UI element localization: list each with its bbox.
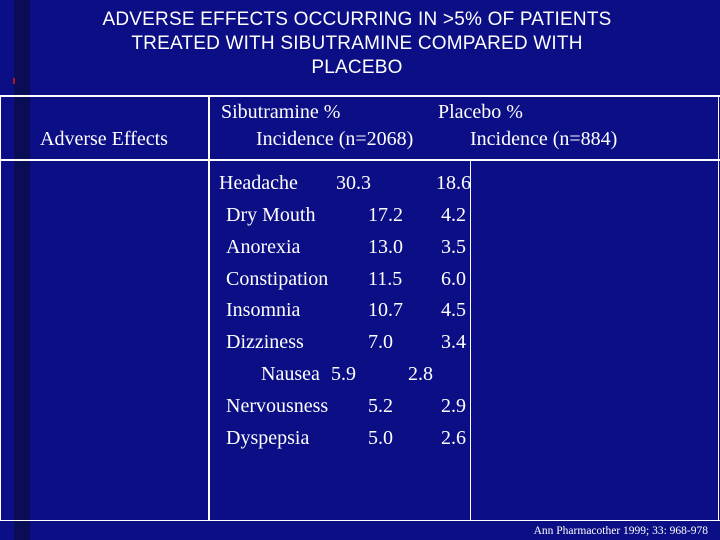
table-row: Dry Mouth 17.2 4.2 bbox=[0, 203, 720, 227]
placebo-cell: 3.4 bbox=[441, 331, 466, 353]
table-row: Insomnia 10.7 4.5 bbox=[0, 298, 720, 322]
sibutramine-cell: 5.0 bbox=[368, 427, 393, 449]
table-bottom-rule bbox=[0, 520, 720, 521]
sibutramine-cell: 5.9 bbox=[331, 363, 356, 385]
sibutramine-cell: 10.7 bbox=[368, 299, 403, 321]
effect-cell: Constipation bbox=[226, 268, 329, 290]
sibutramine-cell: 11.5 bbox=[368, 268, 403, 290]
header-sibutramine-line-1: Sibutramine % bbox=[221, 101, 341, 123]
effect-cell: Anorexia bbox=[226, 236, 301, 258]
header-placebo-line-1: Placebo % bbox=[438, 101, 523, 123]
slide-title: ADVERSE EFFECTS OCCURRING IN >5% OF PATI… bbox=[22, 8, 692, 80]
placebo-cell: 18.6 bbox=[436, 172, 471, 194]
table-row: Nausea 5.9 2.8 bbox=[0, 362, 720, 386]
table-inner-rule bbox=[470, 160, 471, 521]
placebo-cell: 4.5 bbox=[441, 299, 466, 321]
effect-cell: Dyspepsia bbox=[226, 427, 310, 449]
effect-cell: Insomnia bbox=[226, 299, 301, 321]
left-accent-tick bbox=[13, 78, 15, 84]
placebo-cell: 2.8 bbox=[408, 363, 433, 385]
table-row: Constipation 11.5 6.0 bbox=[0, 267, 720, 291]
table-left-rule bbox=[0, 95, 1, 521]
table-row: Dyspepsia 5.0 2.6 bbox=[0, 426, 720, 450]
placebo-cell: 4.2 bbox=[441, 204, 466, 226]
effect-cell: Nervousness bbox=[226, 395, 329, 417]
table-row: Headache 30.3 18.6 bbox=[0, 171, 720, 195]
citation: Ann Pharmacother 1999; 33: 968-978 bbox=[533, 525, 708, 537]
header-adverse-effects: Adverse Effects bbox=[40, 128, 168, 150]
placebo-cell: 2.6 bbox=[441, 427, 466, 449]
placebo-cell: 6.0 bbox=[441, 268, 466, 290]
sibutramine-cell: 17.2 bbox=[368, 204, 403, 226]
sibutramine-cell: 7.0 bbox=[368, 331, 393, 353]
sibutramine-cell: 5.2 bbox=[368, 395, 393, 417]
table-row: Nervousness 5.2 2.9 bbox=[0, 394, 720, 418]
header-sibutramine-line-2: Incidence (n=2068) bbox=[256, 128, 414, 150]
effect-cell: Dizziness bbox=[226, 331, 304, 353]
table-right-rule bbox=[718, 95, 719, 521]
effect-cell: Headache bbox=[219, 172, 298, 194]
table-column-rule bbox=[208, 95, 210, 521]
placebo-cell: 3.5 bbox=[441, 236, 466, 258]
sibutramine-cell: 30.3 bbox=[336, 172, 371, 194]
table-row: Anorexia 13.0 3.5 bbox=[0, 235, 720, 259]
placebo-cell: 2.9 bbox=[441, 395, 466, 417]
title-line-3: PLACEBO bbox=[311, 57, 403, 78]
title-line-1: ADVERSE EFFECTS OCCURRING IN >5% OF PATI… bbox=[102, 9, 612, 30]
table-row: Dizziness 7.0 3.4 bbox=[0, 330, 720, 354]
title-line-2: TREATED WITH SIBUTRAMINE COMPARED WITH bbox=[131, 33, 583, 54]
sibutramine-cell: 13.0 bbox=[368, 236, 403, 258]
effect-cell: Dry Mouth bbox=[226, 204, 316, 226]
header-placebo-line-2: Incidence (n=884) bbox=[470, 128, 618, 150]
table-top-rule bbox=[0, 95, 720, 97]
table-header-rule bbox=[0, 159, 720, 161]
left-accent-bar bbox=[14, 0, 30, 540]
effect-cell: Nausea bbox=[261, 363, 320, 385]
